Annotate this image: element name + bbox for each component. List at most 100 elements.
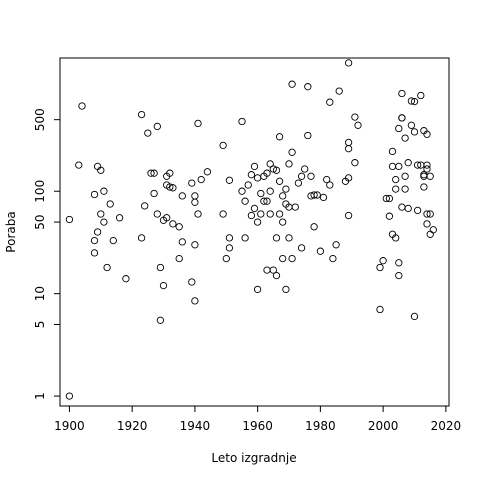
data-point xyxy=(269,165,277,173)
data-point xyxy=(97,210,105,218)
data-point xyxy=(310,223,318,231)
data-point xyxy=(388,162,397,171)
data-point xyxy=(241,197,249,205)
data-point xyxy=(175,254,183,263)
data-point xyxy=(395,259,403,267)
data-point xyxy=(194,119,202,128)
data-point xyxy=(78,102,86,110)
data-point xyxy=(376,305,384,314)
data-point xyxy=(122,275,130,283)
x-tick-label: 1920 xyxy=(117,419,148,433)
data-point xyxy=(316,247,325,255)
data-point xyxy=(191,198,199,206)
data-point xyxy=(423,220,431,228)
data-point xyxy=(401,134,409,142)
data-point xyxy=(413,206,422,215)
data-point xyxy=(257,189,265,198)
data-point xyxy=(395,124,403,133)
data-point xyxy=(279,192,287,200)
data-point xyxy=(279,254,287,263)
data-point xyxy=(379,257,387,265)
data-point xyxy=(141,202,149,210)
data-point xyxy=(90,249,99,257)
y-axis-label: Poraba xyxy=(4,211,18,252)
data-point xyxy=(313,191,321,199)
data-point xyxy=(351,113,359,121)
data-point xyxy=(65,392,74,400)
data-point xyxy=(398,89,406,98)
data-point xyxy=(191,192,199,200)
y-tick-label: 100 xyxy=(33,180,47,203)
data-point xyxy=(282,285,290,294)
data-point xyxy=(423,165,431,173)
data-point xyxy=(398,203,406,211)
data-point xyxy=(410,128,419,136)
data-point xyxy=(423,210,431,218)
data-point xyxy=(272,271,281,280)
data-point xyxy=(385,212,394,220)
data-point xyxy=(410,97,419,106)
data-point xyxy=(395,271,403,280)
data-point xyxy=(329,254,337,263)
data-point xyxy=(404,204,412,213)
data-point xyxy=(335,87,343,95)
data-point xyxy=(392,175,400,184)
data-point xyxy=(150,169,158,177)
data-point xyxy=(344,138,353,147)
x-axis-label: Leto izgradnje xyxy=(211,451,296,465)
data-point xyxy=(263,169,271,177)
y-tick-label: 500 xyxy=(33,108,47,131)
x-tick-label: 1940 xyxy=(180,419,211,433)
data-point xyxy=(166,169,174,177)
data-point xyxy=(285,234,293,242)
data-point xyxy=(401,172,409,180)
data-point xyxy=(250,204,259,213)
data-point xyxy=(65,215,74,224)
data-point xyxy=(225,234,234,242)
data-point xyxy=(156,316,165,324)
data-point xyxy=(241,234,249,242)
data-point xyxy=(247,171,256,179)
data-point xyxy=(153,122,161,131)
data-point xyxy=(153,210,161,218)
data-point xyxy=(253,285,262,294)
data-point xyxy=(194,210,202,218)
data-point xyxy=(100,218,108,226)
data-point xyxy=(426,172,434,180)
data-point xyxy=(266,187,274,195)
data-point xyxy=(275,210,284,218)
data-point xyxy=(407,97,416,105)
data-point xyxy=(191,241,199,249)
data-point xyxy=(244,181,252,189)
data-point xyxy=(115,214,124,222)
data-point xyxy=(263,266,271,274)
data-point xyxy=(323,175,331,184)
data-point xyxy=(275,177,284,185)
data-point xyxy=(225,244,234,252)
data-point xyxy=(404,159,412,167)
data-point xyxy=(344,211,353,220)
data-point xyxy=(279,218,287,226)
data-point xyxy=(297,244,306,252)
data-point xyxy=(382,194,390,203)
data-point xyxy=(423,130,431,138)
data-point xyxy=(417,91,425,100)
data-point xyxy=(307,172,315,180)
data-point xyxy=(426,210,434,218)
x-tick-label: 1980 xyxy=(305,419,336,433)
data-point xyxy=(97,166,105,174)
data-point xyxy=(159,281,168,290)
data-point xyxy=(90,236,99,245)
data-point xyxy=(90,190,99,199)
data-point xyxy=(395,162,403,171)
data-point xyxy=(197,175,205,184)
data-point xyxy=(304,131,312,140)
data-point xyxy=(351,159,359,167)
data-point xyxy=(285,160,293,168)
data-point xyxy=(169,220,177,228)
data-point xyxy=(238,117,246,126)
data-point xyxy=(282,185,290,193)
data-point xyxy=(407,121,416,129)
data-point xyxy=(247,211,256,220)
